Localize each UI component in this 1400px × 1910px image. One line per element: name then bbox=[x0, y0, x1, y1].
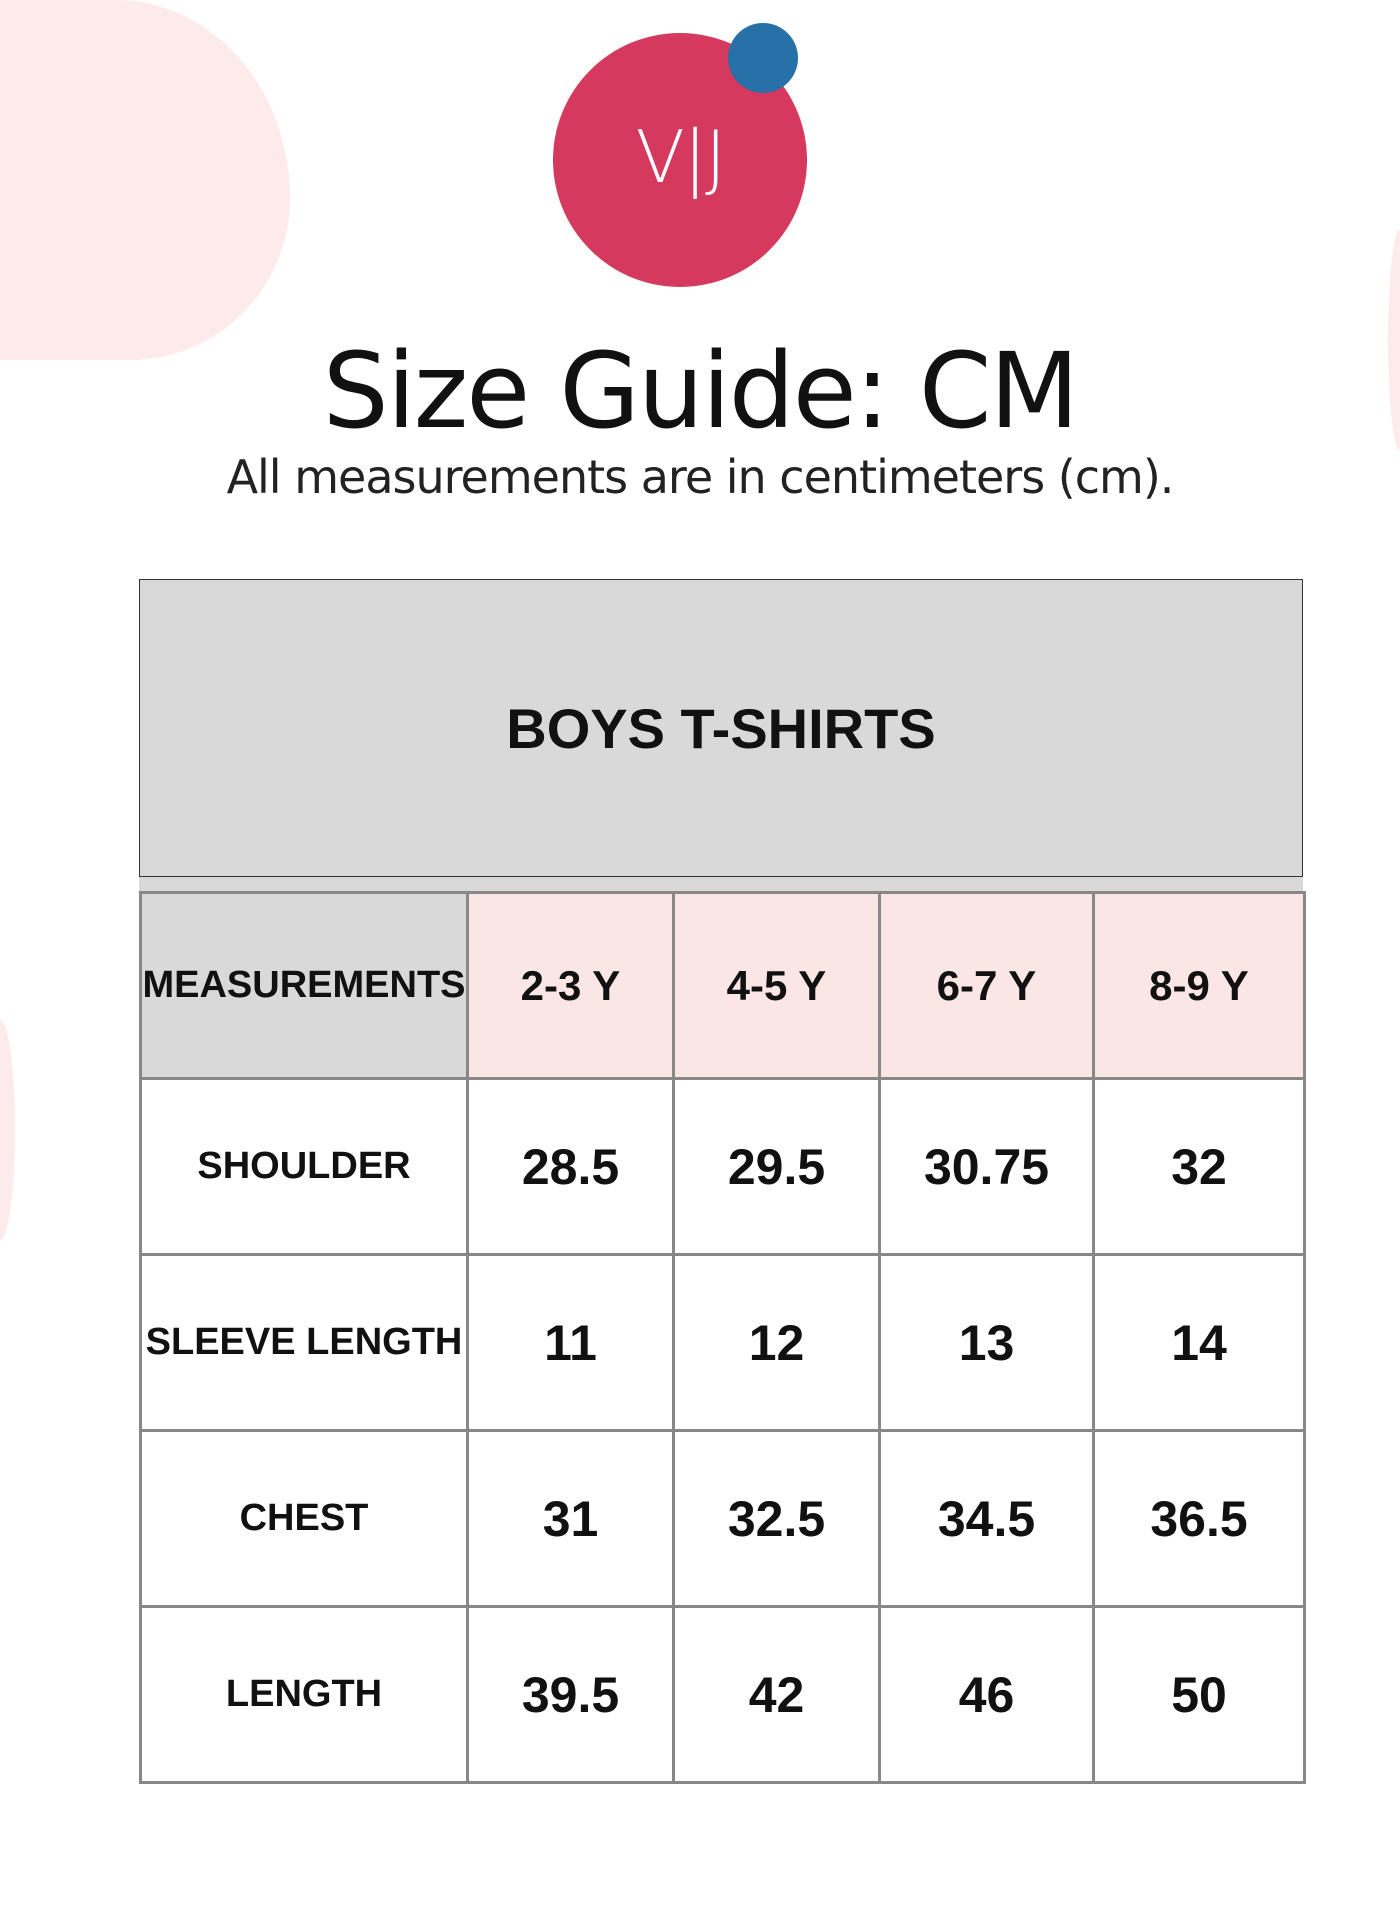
table-row: SHOULDER 28.5 29.5 30.75 32 bbox=[139, 1077, 1306, 1256]
table-cell: 32.5 bbox=[672, 1429, 881, 1608]
table-cell: 36.5 bbox=[1092, 1429, 1306, 1608]
table-cell: 39.5 bbox=[466, 1605, 675, 1784]
table-cell: 30.75 bbox=[878, 1077, 1095, 1256]
logo-text: V|J bbox=[635, 115, 727, 199]
column-header: 8-9 Y bbox=[1092, 891, 1306, 1080]
column-header: 6-7 Y bbox=[878, 891, 1095, 1080]
table-row: SLEEVE LENGTH 11 12 13 14 bbox=[139, 1253, 1306, 1432]
background-blob bbox=[1388, 230, 1400, 450]
column-header: 2-3 Y bbox=[466, 891, 675, 1080]
table-cell: 13 bbox=[878, 1253, 1095, 1432]
table-cell: 46 bbox=[878, 1605, 1095, 1784]
table-cell: 31 bbox=[466, 1429, 675, 1608]
table-header-row: MEASUREMENTS 2-3 Y 4-5 Y 6-7 Y 8-9 Y bbox=[139, 891, 1306, 1080]
table-title: BOYS T-SHIRTS bbox=[506, 696, 936, 760]
table-cell: 42 bbox=[672, 1605, 881, 1784]
table-title-box: BOYS T-SHIRTS bbox=[139, 579, 1303, 877]
row-label: SHOULDER bbox=[139, 1077, 469, 1256]
table-cell: 11 bbox=[466, 1253, 675, 1432]
table-cell: 32 bbox=[1092, 1077, 1306, 1256]
background-blob bbox=[0, 1020, 15, 1240]
table-row: CHEST 31 32.5 34.5 36.5 bbox=[139, 1429, 1306, 1608]
column-header: 4-5 Y bbox=[672, 891, 881, 1080]
size-table: MEASUREMENTS 2-3 Y 4-5 Y 6-7 Y 8-9 Y SHO… bbox=[139, 891, 1306, 1784]
table-cell: 12 bbox=[672, 1253, 881, 1432]
background-blob bbox=[0, 0, 290, 360]
corner-header: MEASUREMENTS bbox=[139, 891, 469, 1080]
table-cell: 34.5 bbox=[878, 1429, 1095, 1608]
table-cell: 14 bbox=[1092, 1253, 1306, 1432]
table-row: LENGTH 39.5 42 46 50 bbox=[139, 1605, 1306, 1784]
table-cell: 28.5 bbox=[466, 1077, 675, 1256]
table-divider bbox=[139, 877, 1303, 891]
page-subtitle: All measurements are in centimeters (cm)… bbox=[226, 450, 1175, 504]
table-cell: 50 bbox=[1092, 1605, 1306, 1784]
row-label: CHEST bbox=[139, 1429, 469, 1608]
page-title: Size Guide: CM bbox=[322, 330, 1079, 452]
row-label: SLEEVE LENGTH bbox=[139, 1253, 469, 1432]
logo-dot bbox=[728, 23, 798, 93]
table-cell: 29.5 bbox=[672, 1077, 881, 1256]
row-label: LENGTH bbox=[139, 1605, 469, 1784]
